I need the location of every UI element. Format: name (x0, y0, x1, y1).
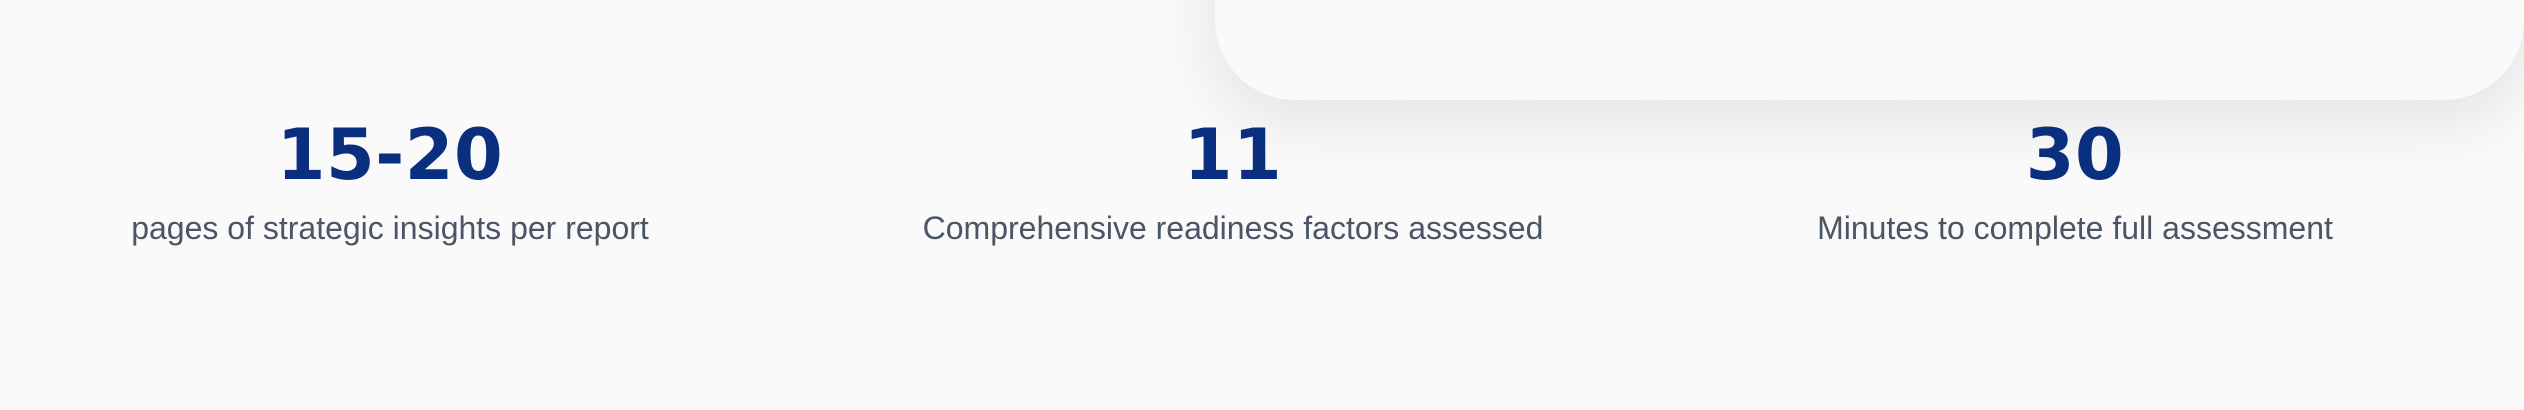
stat-value: 11 (1183, 114, 1283, 196)
stat-label: pages of strategic insights per report (131, 210, 649, 246)
stat-label: Minutes to complete full assessment (1817, 210, 2333, 246)
stat-label: Comprehensive readiness factors assessed (922, 210, 1544, 246)
stat-readiness-factors: 11 Comprehensive readiness factors asses… (833, 112, 1633, 248)
stat-pages: 15-20 pages of strategic insights per re… (0, 112, 790, 248)
overlapping-card-shadow (1215, 0, 2524, 100)
stat-value: 30 (2025, 114, 2125, 196)
stat-value: 15-20 (276, 114, 504, 196)
stat-minutes: 30 Minutes to complete full assessment (1675, 112, 2475, 248)
